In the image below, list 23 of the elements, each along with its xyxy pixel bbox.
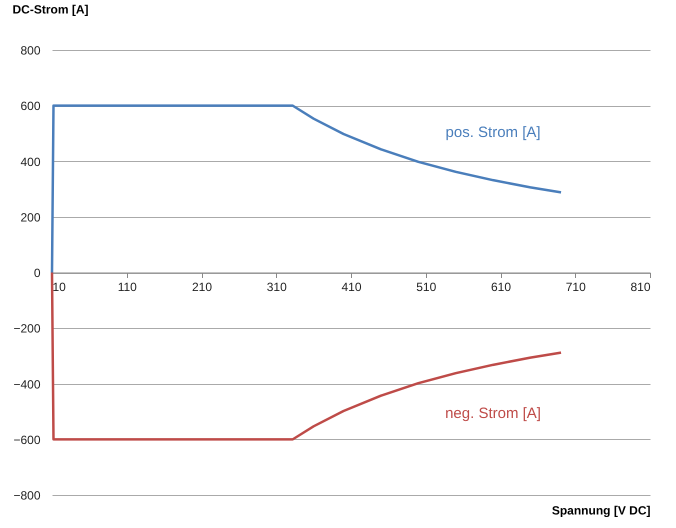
x-tick-label: 310 [266, 280, 288, 294]
y-tick-label: −800 [13, 488, 41, 502]
x-tick-label: 410 [341, 280, 362, 294]
y-tick-label: 400 [20, 154, 41, 169]
y-tick-label: 800 [20, 44, 41, 58]
line-series [50, 104, 562, 274]
y-tick-label: −600 [13, 432, 41, 447]
x-tick-label: 610 [490, 280, 512, 294]
series-label: neg. Strom [A] [445, 404, 541, 422]
line-series [50, 271, 562, 441]
x-tick-label: 710 [566, 280, 586, 294]
y-tick-label: −200 [13, 322, 41, 336]
x-tick-label: 510 [416, 280, 437, 294]
series-label: pos. Strom [A] [446, 124, 541, 142]
x-tick-label: 810 [630, 280, 651, 294]
x-tick-label: 110 [118, 280, 138, 294]
y-tick-label: 0 [34, 266, 41, 280]
x-axis-title: Spannung [V DC] [552, 504, 650, 518]
y-tick-label: 600 [20, 99, 41, 114]
y-tick-label: 200 [20, 210, 41, 224]
y-tick-label: −400 [13, 377, 41, 392]
x-tick-label: 210 [192, 280, 212, 294]
y-axis-title: DC-Strom [A] [12, 2, 88, 16]
